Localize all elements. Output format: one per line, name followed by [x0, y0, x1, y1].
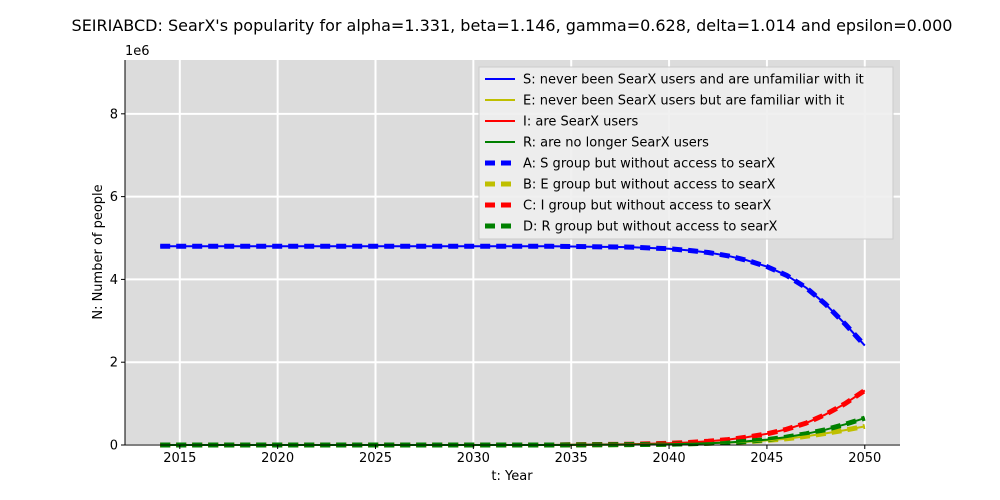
- y-tick-label: 2: [110, 356, 118, 371]
- legend-entry: S: never been SearX users and are unfami…: [523, 73, 864, 88]
- y-axis-label: N: Number of people: [91, 184, 106, 319]
- legend-box: [478, 66, 894, 240]
- y-scale-label: 1e6: [125, 44, 150, 59]
- y-tick-label: 8: [110, 107, 118, 122]
- legend-entry: B: E group but without access to searX: [523, 178, 776, 193]
- y-tick-label: 4: [110, 273, 118, 288]
- y-tick-label: 6: [110, 190, 118, 205]
- x-tick-label: 2035: [555, 451, 588, 466]
- ticks: 2015 2020 2025 2030 2035 2040 2045 2050 0 2 4 6 8: [110, 107, 882, 466]
- legend-entry: E: never been SearX users but are famili…: [523, 94, 844, 109]
- chart-title: SEIRIABCD: SearX's popularity for alpha=…: [72, 16, 953, 35]
- x-tick-label: 2030: [457, 451, 490, 466]
- x-tick-label: 2045: [750, 451, 783, 466]
- legend-entry: D: R group but without access to searX: [523, 220, 778, 235]
- legend: S: never been SearX users and are unfami…: [478, 66, 894, 240]
- x-tick-label: 2025: [359, 451, 392, 466]
- legend-entry: C: I group but without access to searX: [523, 199, 771, 214]
- x-tick-label: 2040: [653, 451, 686, 466]
- series-line-s: [160, 245, 866, 347]
- legend-entry: I: are SearX users: [523, 115, 638, 130]
- x-tick-label: 2015: [163, 451, 196, 466]
- x-tick-label: 2050: [848, 451, 881, 466]
- x-tick-label: 2020: [261, 451, 294, 466]
- y-tick-label: 0: [110, 439, 118, 454]
- x-axis-label: t: Year: [491, 469, 533, 484]
- legend-entry: A: S group but without access to searX: [523, 157, 775, 172]
- legend-entry: R: are no longer SearX users: [523, 136, 709, 151]
